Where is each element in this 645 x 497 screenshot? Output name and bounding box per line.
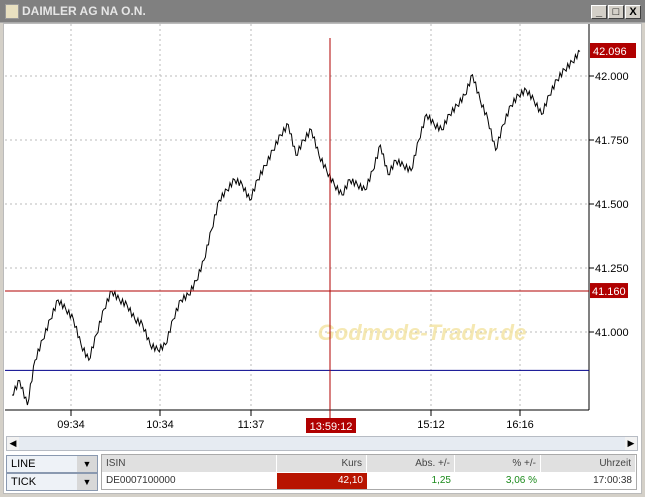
chart-type-value: LINE <box>11 458 36 470</box>
crosshair-price-box <box>590 283 628 299</box>
time-cell: 17:00:38 <box>593 475 632 486</box>
java-app-icon <box>5 4 19 19</box>
abs-change-cell: 1,25 <box>431 475 451 486</box>
header-isin: ISIN <box>102 455 277 472</box>
crosshair-price-label: 41.160 <box>592 286 626 298</box>
header-kurs: Kurs <box>277 455 367 472</box>
last-price-label: 42.096 <box>593 46 627 58</box>
header-time: Uhrzeit <box>541 455 636 472</box>
x-tick-label: 16:16 <box>506 419 534 431</box>
x-tick-label: 09:34 <box>57 419 85 431</box>
close-button[interactable]: X <box>625 5 641 19</box>
price-chart[interactable]: 09:34 10:34 11:37 15:12 16:16 42.000 41.750 41.… <box>3 23 642 433</box>
maximize-button[interactable]: □ <box>608 5 624 19</box>
interval-value: TICK <box>11 476 37 488</box>
scroll-left-icon[interactable]: ◀ <box>7 437 19 450</box>
y-tick-label: 41.500 <box>595 199 629 211</box>
chart-type-select[interactable]: LINE ▼ <box>6 455 98 473</box>
window-title: DAIMLER AG NA O.N. <box>22 4 146 18</box>
chevron-down-icon[interactable]: ▼ <box>77 474 97 490</box>
x-tick-label: 11:37 <box>238 419 265 431</box>
price-line <box>11 49 581 406</box>
interval-select[interactable]: TICK ▼ <box>6 473 98 491</box>
y-tick-label: 41.000 <box>595 327 629 339</box>
chevron-down-icon[interactable]: ▼ <box>77 456 97 472</box>
horizontal-scrollbar[interactable]: ◀ ▶ <box>6 436 638 451</box>
minimize-button[interactable]: _ <box>591 5 607 19</box>
scroll-right-icon[interactable]: ▶ <box>625 437 637 450</box>
y-tick-label: 41.250 <box>595 263 629 275</box>
header-abs: Abs. +/- <box>367 455 455 472</box>
last-price-box <box>590 43 636 58</box>
header-pct: % +/- <box>455 455 541 472</box>
y-tick-label: 41.750 <box>595 135 629 147</box>
title-bar: DAIMLER AG NA O.N. _ □ X <box>0 0 645 23</box>
window-content <box>3 23 642 494</box>
isin-cell: DE0007100000 <box>106 475 176 486</box>
crosshair-time-box <box>306 418 356 433</box>
quote-table: ISIN Kurs Abs. +/- % +/- Uhrzeit DE00071… <box>101 454 637 490</box>
y-tick-label: 42.000 <box>595 71 629 83</box>
x-tick-label: 15:12 <box>417 419 445 431</box>
crosshair-time-label: 13:59:12 <box>310 421 353 433</box>
watermark-logo: Godmode-Trader.de <box>318 320 527 345</box>
price-cell: 42,10 <box>277 473 367 489</box>
pct-change-cell: 3,06 % <box>505 475 537 486</box>
x-tick-label: 10:34 <box>146 419 174 431</box>
